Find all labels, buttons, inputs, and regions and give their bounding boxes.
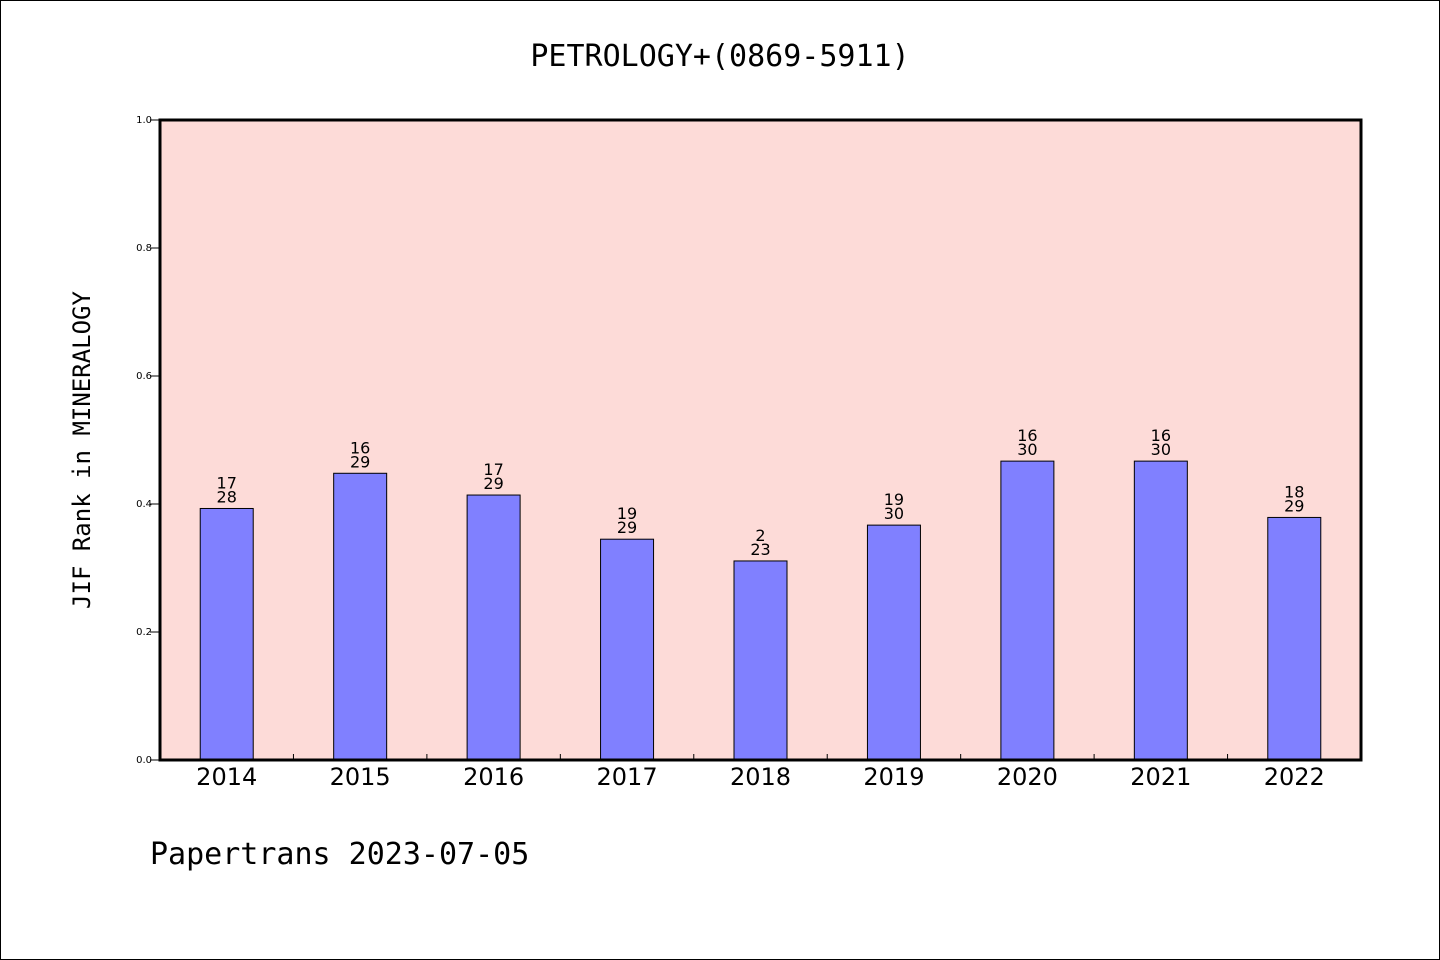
y-axis-label: JIF Rank in MINERALOGY bbox=[68, 291, 96, 609]
chart-title: PETROLOGY+(0869-5911) bbox=[530, 39, 909, 74]
plot-border bbox=[158, 118, 1363, 762]
bar-label-total: 30 bbox=[1017, 440, 1037, 459]
bar-label-rank: 19 bbox=[617, 504, 637, 523]
bar-label-total: 29 bbox=[483, 474, 503, 493]
bar-2020 bbox=[1000, 460, 1055, 761]
bar-label-rank: 16 bbox=[350, 438, 370, 457]
x-tick-label: 2017 bbox=[597, 763, 658, 791]
bar-label-rank: 17 bbox=[217, 473, 237, 492]
bar-label-rank: 2 bbox=[755, 526, 765, 545]
bar-label-total: 30 bbox=[884, 504, 904, 523]
x-tick-label: 2014 bbox=[196, 763, 257, 791]
x-tick-label: 2018 bbox=[730, 763, 791, 791]
y-tick-label: 0.6 bbox=[136, 371, 152, 382]
bar-label-total: 29 bbox=[350, 452, 370, 471]
bar-label-total: 28 bbox=[217, 487, 237, 506]
x-tick-label: 2022 bbox=[1264, 763, 1325, 791]
bar-2016 bbox=[466, 494, 521, 761]
bar-2018 bbox=[733, 560, 788, 761]
bar-label-rank: 19 bbox=[884, 490, 904, 509]
bar-2017 bbox=[600, 538, 655, 761]
bar-2022 bbox=[1267, 516, 1322, 761]
x-tick-label: 2021 bbox=[1130, 763, 1191, 791]
bar-label-total: 29 bbox=[1284, 496, 1304, 515]
x-tick-label: 2016 bbox=[463, 763, 524, 791]
axis-ticks: 0.0 0.2 0.4 0.6 0.8 1.0 2014 2015 2016 2017 2018 20… bbox=[136, 115, 1325, 791]
bar-label-rank: 16 bbox=[1151, 426, 1171, 445]
x-tick-label: 2020 bbox=[997, 763, 1058, 791]
bar-2015 bbox=[333, 472, 388, 761]
bar-label-total: 30 bbox=[1151, 440, 1171, 459]
bar-label-total: 23 bbox=[750, 540, 770, 559]
bar-label-rank: 18 bbox=[1284, 482, 1304, 501]
footer-text: Papertrans 2023-07-05 bbox=[150, 837, 529, 872]
y-tick-label: 0.4 bbox=[136, 499, 152, 510]
bar-2021 bbox=[1133, 460, 1188, 761]
y-tick-label: 1.0 bbox=[136, 115, 152, 126]
x-tick-label: 2019 bbox=[863, 763, 924, 791]
x-tick-label: 2015 bbox=[330, 763, 391, 791]
bar-2019 bbox=[866, 524, 921, 761]
y-tick-label: 0.8 bbox=[136, 243, 152, 254]
y-tick-label: 0.0 bbox=[136, 755, 152, 766]
bar-label-rank: 17 bbox=[483, 460, 503, 479]
bar-label-rank: 16 bbox=[1017, 426, 1037, 445]
y-tick-label: 0.2 bbox=[136, 627, 152, 638]
bar-2014 bbox=[199, 507, 254, 761]
bar-label-total: 29 bbox=[617, 518, 637, 537]
